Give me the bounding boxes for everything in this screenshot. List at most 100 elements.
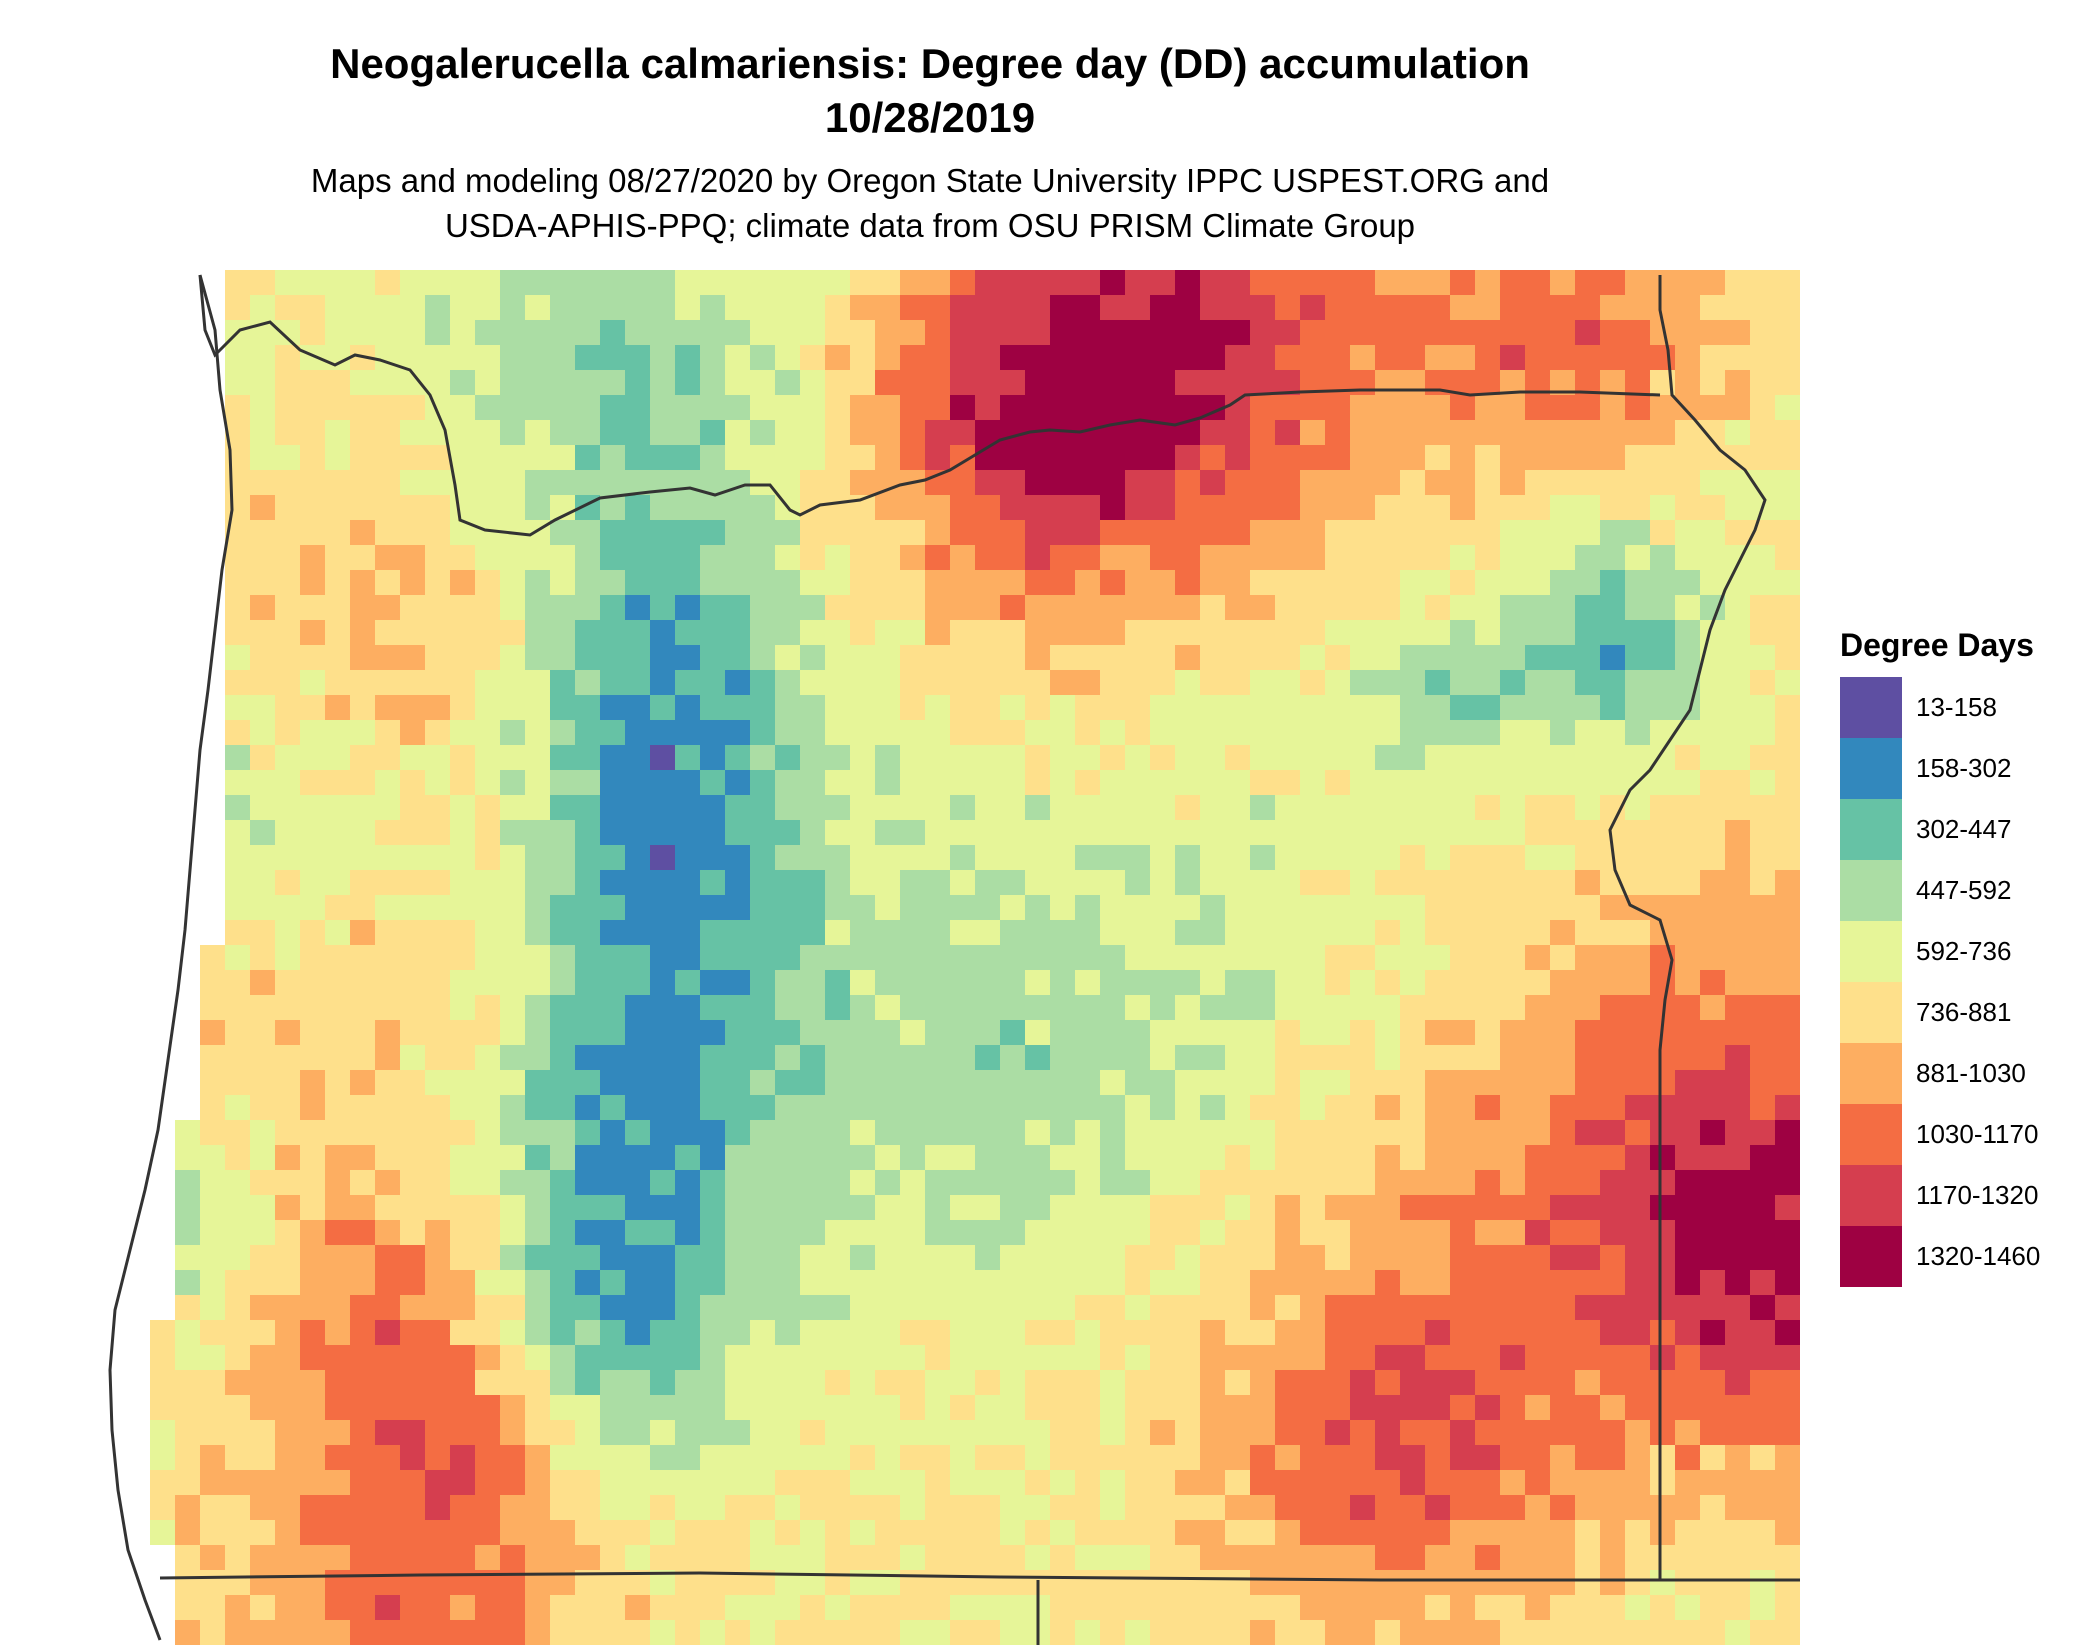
raster-cell xyxy=(1525,1470,1550,1495)
raster-cell xyxy=(850,745,875,770)
raster-cell xyxy=(1100,995,1125,1020)
raster-cell xyxy=(1175,620,1200,645)
raster-cell xyxy=(1325,1070,1350,1095)
raster-cell xyxy=(950,1270,975,1295)
raster-cell xyxy=(575,1395,600,1420)
raster-cell xyxy=(775,345,800,370)
raster-cell xyxy=(800,920,825,945)
raster-cell xyxy=(1600,1545,1625,1570)
raster-cell xyxy=(1000,470,1025,495)
raster-cell xyxy=(650,520,675,545)
raster-cell xyxy=(1175,1170,1200,1195)
raster-cell xyxy=(950,420,975,445)
raster-cell xyxy=(275,1045,300,1070)
raster-cell xyxy=(350,920,375,945)
degree-day-raster xyxy=(150,270,1800,1645)
raster-cell xyxy=(775,420,800,445)
raster-cell xyxy=(925,1270,950,1295)
raster-cell xyxy=(1200,1145,1225,1170)
raster-cell xyxy=(250,1270,275,1295)
raster-cell xyxy=(475,620,500,645)
raster-cell xyxy=(1725,1295,1750,1320)
raster-cell xyxy=(1775,1545,1800,1570)
raster-cell xyxy=(1525,470,1550,495)
raster-cell xyxy=(950,1420,975,1445)
raster-cell xyxy=(1025,470,1050,495)
raster-cell xyxy=(650,295,675,320)
raster-cell xyxy=(450,1395,475,1420)
raster-cell xyxy=(1275,570,1300,595)
raster-cell xyxy=(1150,570,1175,595)
raster-cell xyxy=(275,495,300,520)
raster-cell xyxy=(1300,1370,1325,1395)
raster-cell xyxy=(850,995,875,1020)
raster-cell xyxy=(375,395,400,420)
raster-cell xyxy=(500,670,525,695)
raster-cell xyxy=(300,295,325,320)
raster-cell xyxy=(1300,1245,1325,1270)
raster-cell xyxy=(250,920,275,945)
raster-cell xyxy=(700,1495,725,1520)
raster-cell xyxy=(1375,770,1400,795)
raster-cell xyxy=(1375,1045,1400,1070)
raster-cell xyxy=(625,520,650,545)
raster-cell xyxy=(975,1345,1000,1370)
raster-cell xyxy=(750,1295,775,1320)
raster-cell xyxy=(1300,1195,1325,1220)
raster-cell xyxy=(1100,1445,1125,1470)
raster-cell xyxy=(500,1445,525,1470)
raster-cell xyxy=(1600,1445,1625,1470)
raster-cell xyxy=(575,795,600,820)
raster-cell xyxy=(850,770,875,795)
raster-cell xyxy=(1100,1345,1125,1370)
raster-cell xyxy=(1775,445,1800,470)
raster-cell xyxy=(425,1320,450,1345)
raster-cell xyxy=(700,770,725,795)
raster-cell xyxy=(650,1245,675,1270)
raster-cell xyxy=(1175,695,1200,720)
raster-cell xyxy=(825,1070,850,1095)
raster-cell xyxy=(775,1370,800,1395)
raster-cell xyxy=(1325,470,1350,495)
raster-cell xyxy=(550,570,575,595)
raster-cell xyxy=(1575,1370,1600,1395)
raster-cell xyxy=(1775,270,1800,295)
raster-cell xyxy=(1525,970,1550,995)
raster-cell xyxy=(800,420,825,445)
raster-cell xyxy=(275,1095,300,1120)
raster-cell xyxy=(1450,395,1475,420)
raster-cell xyxy=(1150,1595,1175,1620)
raster-cell xyxy=(775,520,800,545)
raster-cell xyxy=(625,745,650,770)
raster-cell xyxy=(950,1595,975,1620)
raster-cell xyxy=(1200,1545,1225,1570)
raster-cell xyxy=(600,445,625,470)
raster-cell xyxy=(575,1320,600,1345)
raster-cell xyxy=(800,1395,825,1420)
raster-cell xyxy=(575,570,600,595)
raster-cell xyxy=(1575,720,1600,745)
raster-cell xyxy=(725,1395,750,1420)
raster-cell xyxy=(1650,1495,1675,1520)
raster-cell xyxy=(1625,695,1650,720)
raster-cell xyxy=(1150,495,1175,520)
raster-cell xyxy=(1675,1320,1700,1345)
raster-cell xyxy=(1675,970,1700,995)
raster-cell xyxy=(325,1020,350,1045)
raster-cell xyxy=(475,470,500,495)
raster-cell xyxy=(1275,820,1300,845)
raster-cell xyxy=(750,1020,775,1045)
raster-cell xyxy=(1375,1370,1400,1395)
raster-cell xyxy=(1550,420,1575,445)
raster-cell xyxy=(600,1345,625,1370)
raster-cell xyxy=(1125,520,1150,545)
raster-cell xyxy=(925,1070,950,1095)
raster-cell xyxy=(1125,1395,1150,1420)
raster-cell xyxy=(325,1595,350,1620)
raster-cell xyxy=(725,770,750,795)
raster-cell xyxy=(1725,1620,1750,1645)
raster-cell xyxy=(1350,1020,1375,1045)
raster-cell xyxy=(1400,1120,1425,1145)
raster-cell xyxy=(675,295,700,320)
raster-cell xyxy=(1075,320,1100,345)
